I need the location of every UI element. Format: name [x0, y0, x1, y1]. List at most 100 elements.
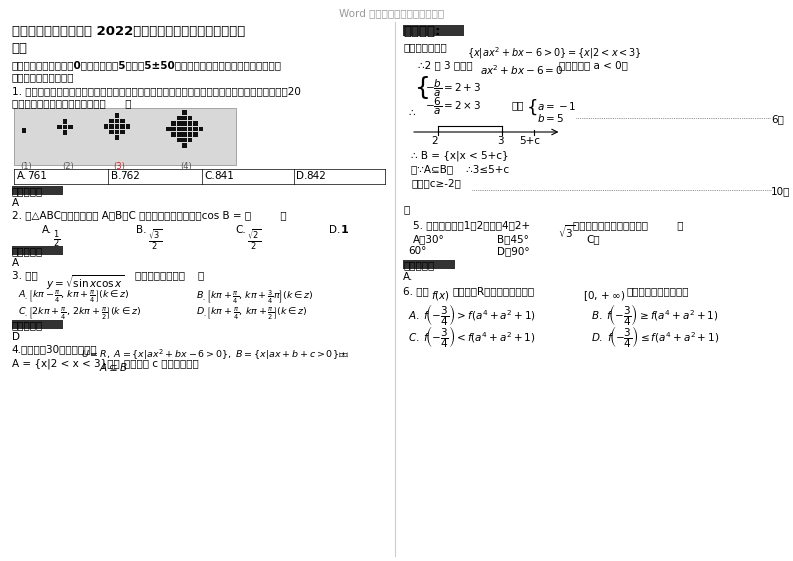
Bar	[177, 126, 182, 131]
Text: 上是增函数，则一定有: 上是增函数，则一定有	[626, 286, 689, 296]
Bar	[193, 121, 197, 126]
Text: $a=-1$: $a=-1$	[537, 100, 577, 112]
Text: 解得: 解得	[512, 100, 524, 110]
Bar	[188, 121, 193, 126]
Bar	[13, 108, 236, 165]
Text: 是定义在R上的奇函数，且在: 是定义在R上的奇函数，且在	[453, 286, 534, 296]
Text: D.: D.	[329, 225, 340, 235]
Text: $\frac{1}{2}$: $\frac{1}{2}$	[53, 228, 60, 250]
Bar	[171, 121, 176, 126]
Bar	[403, 25, 465, 36]
Bar	[63, 125, 67, 129]
Text: A.: A.	[17, 171, 27, 181]
Text: 解得：c≥-2，: 解得：c≥-2，	[411, 178, 461, 188]
Bar	[171, 126, 176, 131]
Text: D、90°: D、90°	[497, 246, 530, 256]
Bar	[12, 246, 63, 255]
Bar	[104, 124, 109, 128]
Text: (4): (4)	[180, 162, 192, 171]
Text: A: A	[12, 198, 19, 208]
Bar	[12, 186, 63, 195]
Bar	[182, 110, 187, 114]
Text: 参考答案：: 参考答案：	[12, 246, 43, 256]
Text: ∴ B = {x|x < 5+c}: ∴ B = {x|x < 5+c}	[411, 150, 509, 160]
Bar	[115, 130, 119, 134]
Bar	[120, 124, 125, 128]
Bar	[182, 132, 187, 137]
Text: D.: D.	[297, 171, 308, 181]
Bar	[193, 132, 197, 137]
Text: Word 文档下载后（可任意编辑）: Word 文档下载后（可任意编辑）	[339, 8, 444, 18]
Text: 842: 842	[306, 171, 326, 181]
Text: A = {x|2 < x < 3}，且: A = {x|2 < x < 3}，且	[12, 358, 120, 369]
Text: $C.\;f\!\left(-\dfrac{3}{4}\right)<f(a^4+a^2+1)$: $C.\;f\!\left(-\dfrac{3}{4}\right)<f(a^4…	[408, 324, 536, 350]
Text: A.: A.	[403, 272, 414, 282]
Text: ∴: ∴	[408, 108, 415, 118]
Text: 5+c: 5+c	[519, 136, 540, 146]
Text: 2. 在△ABC中，三个内角 A、B、C 依次构成等差数列，则cos B = （         ）: 2. 在△ABC中，三个内角 A、B、C 依次构成等差数列，则cos B = （…	[12, 210, 286, 220]
Text: 参考答案：: 参考答案：	[12, 186, 43, 196]
Text: 4.（本题满30分）已知全集: 4.（本题满30分）已知全集	[12, 344, 98, 354]
Bar	[63, 119, 67, 123]
Text: $U=R,\;A=\{x|ax^2+bx-6>0\},\;B=\{x|ax+b+c>0\}$，若: $U=R,\;A=\{x|ax^2+bx-6>0\},\;B=\{x|ax+b+…	[81, 347, 350, 362]
Bar	[21, 128, 26, 133]
Text: A.: A.	[41, 225, 52, 235]
Text: $D.\;f\!\left(-\dfrac{3}{4}\right)\leq f(a^4+a^2+1)$: $D.\;f\!\left(-\dfrac{3}{4}\right)\leq f…	[591, 324, 719, 350]
Text: 60°: 60°	[408, 246, 427, 256]
Text: 参考答案：: 参考答案：	[12, 320, 43, 330]
Text: ），则此直线的倾斜角是（         ）: ），则此直线的倾斜角是（ ）	[573, 220, 684, 230]
Text: $f(x)$: $f(x)$	[431, 289, 450, 302]
Text: $ax^2+bx-6=0$: $ax^2+bx-6=0$	[481, 63, 564, 77]
Text: $-\dfrac{6}{a}=2\times3$: $-\dfrac{6}{a}=2\times3$	[425, 96, 481, 117]
Text: $B_.\left[k\pi+\frac{\pi}{4},\,k\pi+\frac{3}{4}\pi\right](k\in z)$: $B_.\left[k\pi+\frac{\pi}{4},\,k\pi+\fra…	[196, 288, 313, 305]
Text: 3: 3	[496, 136, 504, 146]
Text: $\frac{\sqrt{3}}{2}$: $\frac{\sqrt{3}}{2}$	[148, 228, 163, 252]
Bar	[57, 125, 62, 129]
Text: 一、选择题：本大题共0小题，每小题5分，共5±50分。在每小题给出的四个选项中，只有: 一、选择题：本大题共0小题，每小题5分，共5±50分。在每小题给出的四个选项中，…	[12, 60, 282, 70]
Bar	[115, 118, 119, 123]
Text: 解析: 解析	[12, 42, 28, 55]
Bar	[198, 126, 203, 131]
Text: B.: B.	[136, 225, 147, 235]
Bar	[115, 135, 119, 140]
Text: B、45°: B、45°	[497, 234, 529, 244]
Text: 的单调减区间是（    ）: 的单调减区间是（ ）	[136, 270, 205, 280]
Text: $y=\sqrt{\sin x\cos x}$: $y=\sqrt{\sin x\cos x}$	[47, 273, 125, 292]
Text: 参考答案：: 参考答案：	[403, 260, 435, 270]
Text: B.: B.	[111, 171, 121, 181]
Text: (2): (2)	[63, 162, 74, 171]
Bar	[68, 125, 73, 129]
Bar	[182, 137, 187, 142]
Bar	[12, 320, 63, 329]
Text: 3. 函数: 3. 函数	[12, 270, 37, 280]
Bar	[120, 130, 125, 134]
Text: 又∵A⊆B，    ∴3≤5+c: 又∵A⊆B， ∴3≤5+c	[411, 164, 509, 174]
Text: 1. 如图为苗族刷绣中最基本的图案，这些图案都由小正方形构成，如果按同样的规律刷绣下去，笠20: 1. 如图为苗族刷绣中最基本的图案，这些图案都由小正方形构成，如果按同样的规律刷…	[12, 86, 301, 96]
Text: 10分: 10分	[771, 186, 791, 196]
Bar	[188, 137, 193, 142]
Bar	[63, 130, 67, 135]
Text: 个图形中包含小正方形的个数为（      ）: 个图形中包含小正方形的个数为（ ）	[12, 98, 132, 108]
Text: $A\subseteq B$: $A\subseteq B$	[99, 361, 128, 373]
Bar	[109, 118, 114, 123]
Bar	[177, 121, 182, 126]
Text: $-\dfrac{b}{a}=2+3$: $-\dfrac{b}{a}=2+3$	[425, 78, 481, 99]
Text: (3): (3)	[113, 162, 125, 171]
Text: 761: 761	[27, 171, 47, 181]
Bar	[115, 113, 119, 118]
Bar	[177, 137, 182, 142]
Text: C.: C.	[205, 171, 216, 181]
Bar	[125, 124, 130, 128]
Bar	[120, 118, 125, 123]
Bar	[182, 116, 187, 120]
Text: $[0,+\infty)$: $[0,+\infty)$	[583, 289, 626, 303]
Text: $B.\;f\!\left(-\dfrac{3}{4}\right)\geq f(a^4+a^2+1)$: $B.\;f\!\left(-\dfrac{3}{4}\right)\geq f…	[591, 302, 718, 328]
Text: 6分: 6分	[771, 114, 783, 124]
Text: $D_.\left[k\pi+\frac{\pi}{4},\,k\pi+\frac{\pi}{2}\right](k\in z)$: $D_.\left[k\pi+\frac{\pi}{4},\,k\pi+\fra…	[196, 305, 308, 321]
Bar	[193, 126, 197, 131]
Text: 的二根，且 a < 0，: 的二根，且 a < 0，	[559, 60, 628, 70]
Bar	[182, 143, 187, 148]
Text: $\frac{\sqrt{2}}{2}$: $\frac{\sqrt{2}}{2}$	[247, 228, 261, 252]
Text: $A.\;f\!\left(-\dfrac{3}{4}\right)>f(a^4+a^2+1)$: $A.\;f\!\left(-\dfrac{3}{4}\right)>f(a^4…	[408, 302, 536, 328]
Text: 略: 略	[403, 204, 409, 214]
